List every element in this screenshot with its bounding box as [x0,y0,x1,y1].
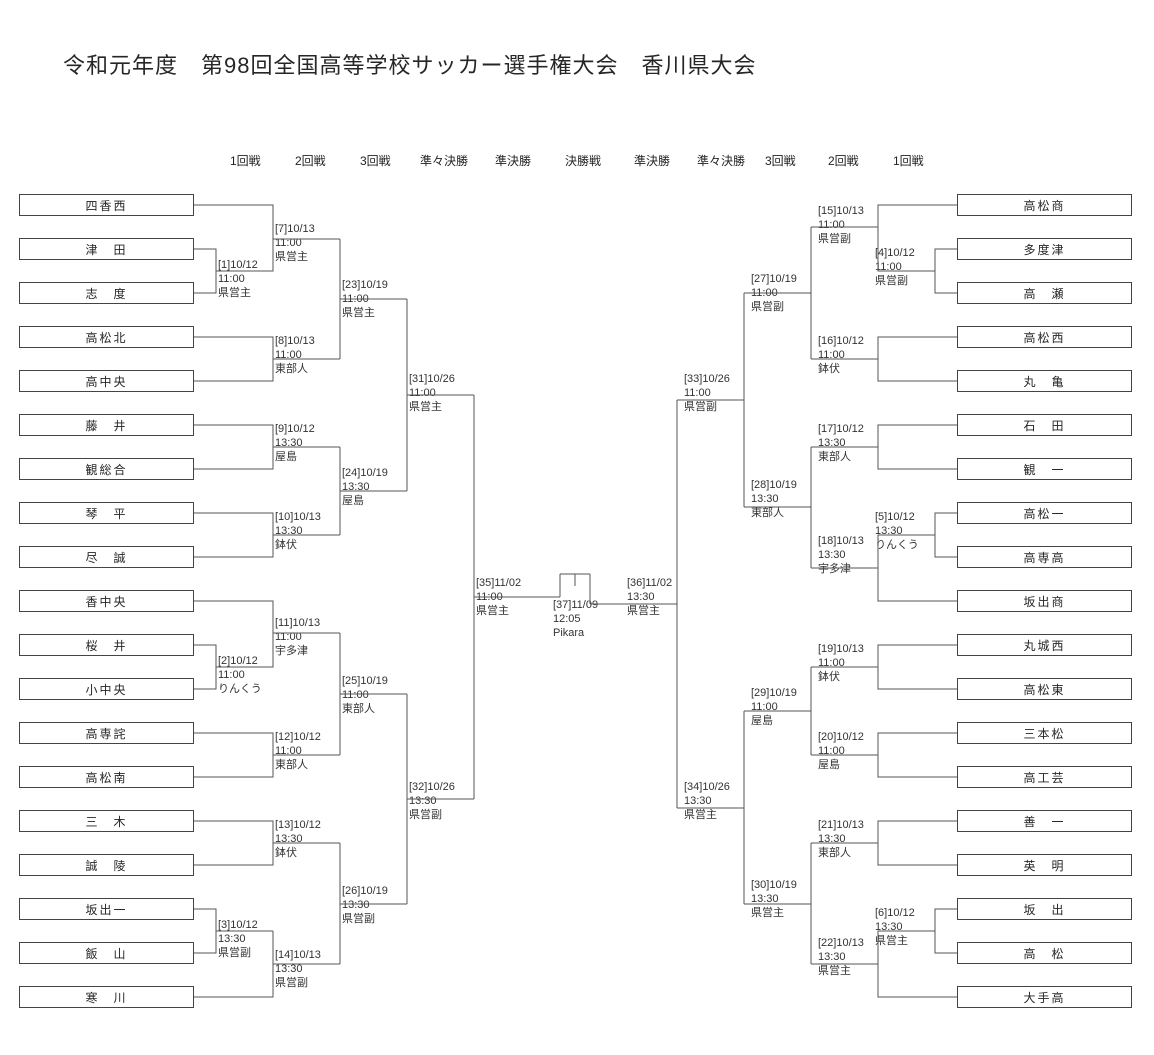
bracket-lines [0,0,1154,1055]
